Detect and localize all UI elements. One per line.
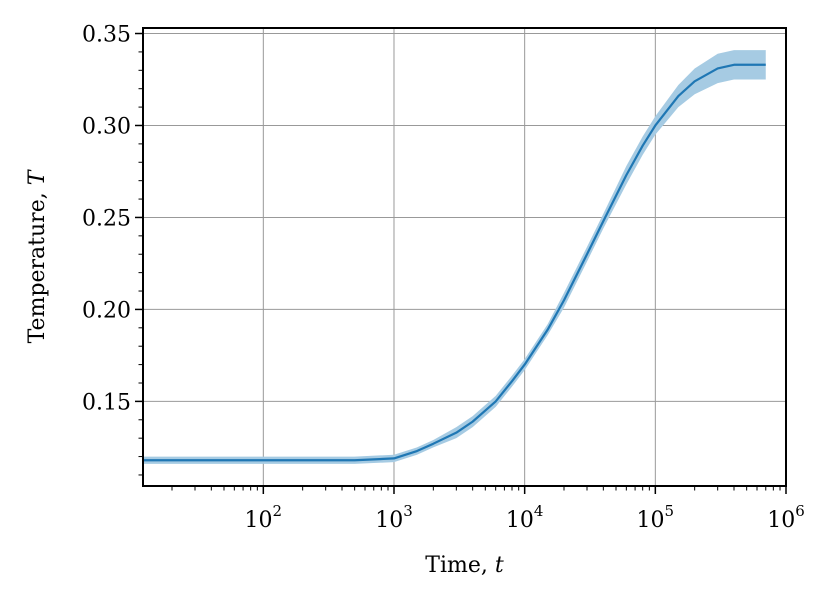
tick-labels: 102 103 104 105 106 0.15 0.20 0.25 0.30 0.35 bbox=[82, 23, 805, 533]
y-tick-label: 0.20 bbox=[82, 298, 131, 323]
x-axis-label: Time, t bbox=[425, 553, 504, 578]
y-tick-label: 0.15 bbox=[82, 390, 131, 415]
x-tick-label: 103 bbox=[375, 502, 413, 533]
x-tick-label: 104 bbox=[506, 502, 544, 533]
series-line bbox=[143, 63, 766, 462]
y-tick-label: 0.35 bbox=[82, 23, 131, 48]
x-tick-label: 105 bbox=[637, 502, 675, 533]
ticks bbox=[135, 32, 787, 494]
y-axis-label: Temperature, T bbox=[25, 168, 50, 343]
x-tick-label: 102 bbox=[245, 502, 283, 533]
y-tick-label: 0.30 bbox=[82, 114, 131, 139]
y-tick-label: 0.25 bbox=[82, 206, 131, 231]
grid bbox=[143, 28, 786, 486]
x-tick-label: 106 bbox=[767, 502, 805, 533]
plot-frame bbox=[142, 27, 787, 487]
line-layer bbox=[143, 63, 766, 462]
